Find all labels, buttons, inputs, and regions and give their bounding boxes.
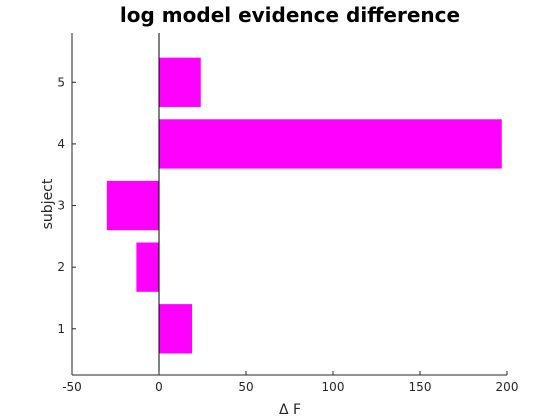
y-tick-label: 4 — [57, 137, 65, 151]
y-tick-label: 2 — [57, 260, 65, 274]
bar-subject-4 — [159, 119, 502, 169]
y-tick-label: 5 — [57, 75, 65, 89]
x-axis-label: Δ F — [279, 402, 301, 418]
bar-subject-3 — [106, 180, 159, 231]
x-tick-label: 150 — [409, 380, 432, 394]
bar-subject-1 — [159, 304, 193, 354]
y-tick-label: 3 — [57, 199, 65, 213]
chart-title: log model evidence difference — [120, 3, 460, 27]
x-tick-label: 200 — [496, 380, 519, 394]
y-ticks: 1 2 3 4 5 — [57, 75, 76, 336]
x-tick-label: 100 — [322, 380, 345, 394]
y-axis-label: subject — [40, 178, 56, 229]
x-ticks: -50 0 50 100 150 200 — [62, 371, 518, 394]
bars-group — [106, 57, 502, 354]
x-tick-label: -50 — [62, 380, 82, 394]
y-tick-label: 1 — [57, 322, 65, 336]
bar-subject-2 — [136, 242, 159, 292]
x-tick-label: 0 — [155, 380, 163, 394]
bar-subject-5 — [159, 57, 201, 107]
x-tick-label: 50 — [238, 380, 253, 394]
